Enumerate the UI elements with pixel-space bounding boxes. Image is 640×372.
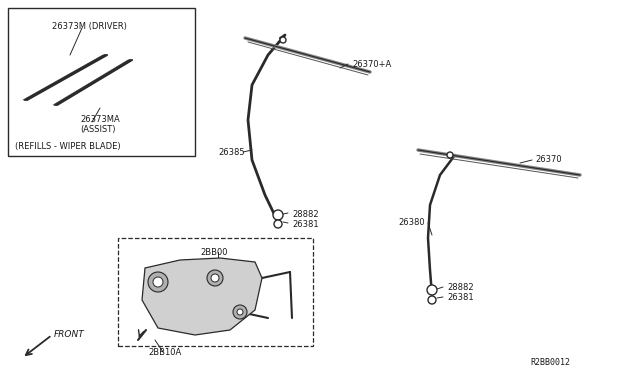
Circle shape — [447, 152, 453, 158]
Text: 26385: 26385 — [218, 148, 244, 157]
Circle shape — [274, 220, 282, 228]
Circle shape — [233, 305, 247, 319]
Circle shape — [273, 210, 283, 220]
Text: 26381: 26381 — [447, 293, 474, 302]
Text: 2BB00: 2BB00 — [200, 248, 227, 257]
Text: R2BB0012: R2BB0012 — [530, 358, 570, 367]
Circle shape — [237, 309, 243, 315]
Circle shape — [211, 274, 219, 282]
Text: 2BB10A: 2BB10A — [148, 348, 181, 357]
Polygon shape — [142, 258, 262, 335]
Text: 28882: 28882 — [447, 283, 474, 292]
Text: 26380: 26380 — [398, 218, 424, 227]
Text: 26370: 26370 — [535, 155, 562, 164]
Circle shape — [280, 37, 286, 43]
Text: 26373M (DRIVER): 26373M (DRIVER) — [52, 22, 127, 31]
Text: 28882: 28882 — [292, 210, 319, 219]
Circle shape — [207, 270, 223, 286]
Text: 26381: 26381 — [292, 220, 319, 229]
Circle shape — [153, 277, 163, 287]
Circle shape — [148, 272, 168, 292]
Circle shape — [428, 296, 436, 304]
Text: (REFILLS - WIPER BLADE): (REFILLS - WIPER BLADE) — [15, 142, 120, 151]
Text: 26373MA
(ASSIST): 26373MA (ASSIST) — [80, 115, 120, 134]
Text: 26370+A: 26370+A — [352, 60, 391, 69]
Bar — [118, 238, 313, 346]
Circle shape — [427, 285, 437, 295]
Text: FRONT: FRONT — [54, 330, 84, 339]
Bar — [8, 8, 195, 156]
